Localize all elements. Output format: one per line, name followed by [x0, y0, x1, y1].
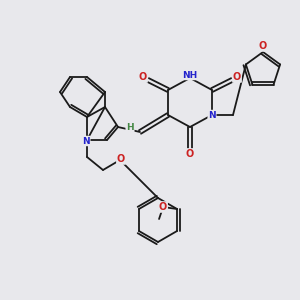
Text: O: O — [117, 154, 125, 164]
Text: N: N — [208, 110, 216, 119]
Text: N: N — [82, 136, 90, 146]
Text: NH: NH — [182, 70, 198, 80]
Text: O: O — [233, 72, 241, 82]
Text: O: O — [259, 41, 267, 51]
Text: O: O — [139, 72, 147, 82]
Text: H: H — [126, 122, 134, 131]
Text: O: O — [159, 202, 167, 212]
Text: O: O — [186, 149, 194, 159]
